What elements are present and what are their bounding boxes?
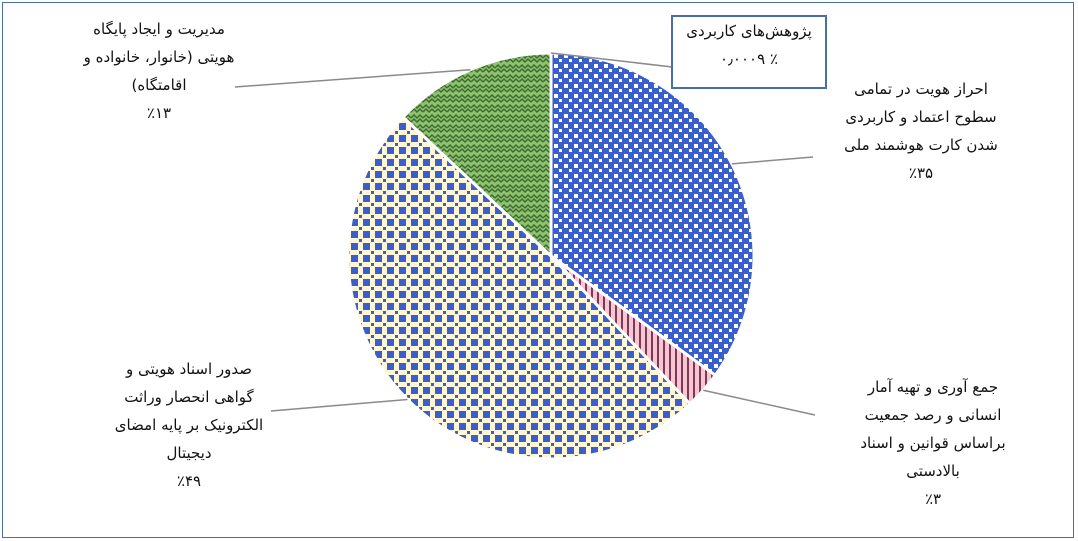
slice-label-documents-value: ٪۴۹ bbox=[176, 472, 202, 490]
slice-label-statistics: جمع آوری و تهیه آمار انسانی و رصد جمعیت … bbox=[823, 373, 1043, 513]
slice-label-statistics-value: ٪۳ bbox=[924, 490, 942, 508]
slice-label-statistics-line-2: انسانی و رصد جمعیت bbox=[864, 406, 1002, 424]
slice-label-statistics-line-1: جمع آوری و تهیه آمار bbox=[867, 378, 999, 396]
slice-label-authentication-line-1: احراز هویت در تمامی bbox=[854, 80, 988, 98]
slice-label-statistics-line-3: براساس قوانین و اسناد bbox=[860, 434, 1006, 452]
slice-documents bbox=[346, 114, 693, 461]
slice-label-research-text: پژوهش‌های کاربردی bbox=[686, 22, 812, 40]
slice-label-identity-database-value: ٪۱۳ bbox=[146, 104, 172, 122]
slice-label-documents-line-3: الکترونیک بر پایه امضای bbox=[114, 416, 264, 434]
leader-authentication bbox=[731, 156, 814, 165]
slice-label-documents: صدور اسناد هویتی و گواهی انحصار وراثت ال… bbox=[69, 355, 309, 495]
slice-label-authentication: احراز هویت در تمامی سطوح اعتماد و کاربرد… bbox=[811, 75, 1031, 187]
slice-label-documents-line-2: گواهی انحصار وراثت bbox=[124, 388, 254, 406]
pie-chart bbox=[234, 51, 816, 461]
leader-statistics bbox=[703, 389, 816, 416]
slice-label-statistics-line-4: بالادستی bbox=[906, 462, 960, 480]
slice-label-research-value: ٪ ۰٫۰۰۰۹ bbox=[720, 50, 778, 68]
slice-label-documents-line-1: صدور اسناد هویتی و bbox=[125, 360, 253, 378]
slice-label-authentication-line-2: سطوح اعتماد و کاربردی bbox=[845, 108, 997, 126]
leader-documents bbox=[270, 398, 408, 412]
slice-label-identity-database: مدیریت و ایجاد پایگاه هویتی (خانوار، خان… bbox=[39, 15, 279, 127]
slice-authentication bbox=[549, 51, 756, 378]
slice-label-research: پژوهش‌های کاربردی ٪ ۰٫۰۰۰۹ bbox=[671, 15, 827, 89]
slice-label-identity-database-line-1: مدیریت و ایجاد پایگاه bbox=[93, 20, 225, 38]
slice-label-identity-database-line-2: هویتی (خانوار، خانواده و bbox=[83, 48, 235, 66]
slice-label-identity-database-line-3: اقامتگاه) bbox=[131, 76, 187, 94]
slice-label-authentication-line-3: شدن کارت هوشمند ملی bbox=[844, 136, 998, 154]
leader-identity-database bbox=[234, 68, 471, 88]
slice-label-documents-line-4: دیجیتال bbox=[166, 444, 212, 462]
slice-label-authentication-value: ٪۳۵ bbox=[908, 164, 934, 182]
